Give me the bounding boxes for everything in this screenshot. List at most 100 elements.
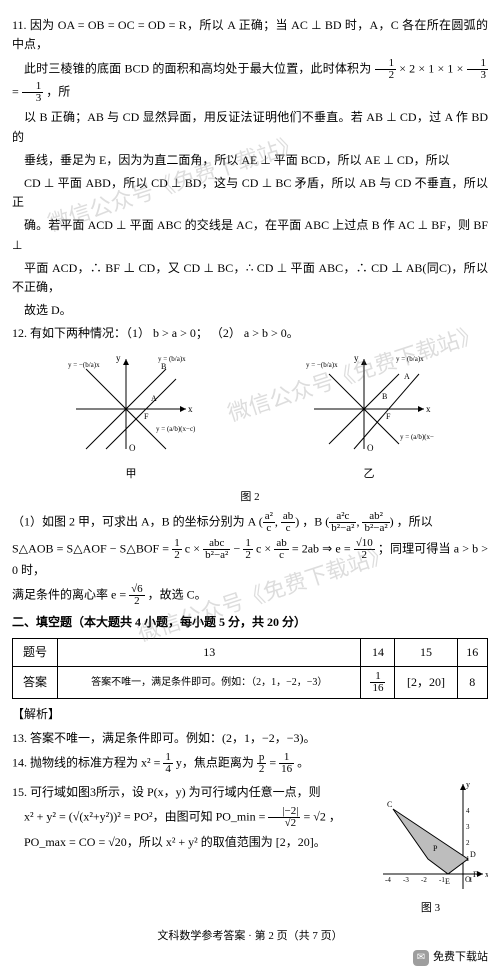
q12-p3a: 满足条件的离心率 e = <box>12 587 129 601</box>
svg-text:F: F <box>386 412 391 421</box>
svg-text:y = −(b/a)x: y = −(b/a)x <box>68 361 100 369</box>
q11-line6: 确。若平面 ACD ⊥ 平面 ABC 的交线是 AC，在平面 ABC 上过点 B… <box>12 216 488 254</box>
q14-f2: p2 <box>257 752 267 775</box>
A-y: abc <box>281 511 295 534</box>
q15-l3b: ，所以 x² + y² 的取值范围为 [2，20]。 <box>127 835 326 849</box>
figcap3: 图 3 <box>373 900 488 918</box>
sqrtxy: √(x²+y²) <box>73 809 114 823</box>
svg-text:4: 4 <box>466 807 470 815</box>
B-x: a²cb²−a² <box>329 511 356 534</box>
q12-p1c: ，所以 <box>397 514 433 528</box>
section2-title: 二、填空题（本大题共 4 小题，每小题 5 分，共 20 分） <box>12 613 488 632</box>
svg-text:y = (b/a)x: y = (b/a)x <box>396 355 424 363</box>
page-footer: 文科数学参考答案 · 第 2 页（共 7 页） <box>12 928 488 946</box>
q12-Sb: = 2ab ⇒ e = <box>292 541 354 555</box>
footer-signature: ✉ 免费下载站 <box>12 949 488 967</box>
svg-text:x: x <box>188 404 193 414</box>
footsig-text: 免费下载站 <box>433 949 488 967</box>
th-num: 题号 <box>13 639 58 667</box>
q11-line5: CD ⊥ 平面 ABD，所以 CD ⊥ BD，这与 CD ⊥ BC 矛盾，所以 … <box>12 174 488 212</box>
q11-line7: 平面 ACD，∴ BF ⊥ CD，又 CD ⊥ BC，∴ CD ⊥ 平面 ABC… <box>12 259 488 297</box>
q11-line2: 此时三棱锥的底面 BCD 的面积和高均处于最大位置，此时体积为 12 × 2 ×… <box>12 58 488 104</box>
jiexi-label: 【解析】 <box>12 705 488 724</box>
e2: √62 <box>129 584 145 607</box>
figure3: x y O C D E P F -4 -3 -2 -1 1 1 2 3 4 图 … <box>373 779 488 918</box>
svg-text:y = (a/b)(x−c): y = (a/b)(x−c) <box>156 425 196 433</box>
q11-vol: × 2 × 1 × 1 × <box>399 62 466 76</box>
S-f1: abcb²−a² <box>203 538 230 561</box>
sqrt2: √2 <box>313 809 326 823</box>
q15-l3a: PO_max = CO = <box>24 835 108 849</box>
svg-text:E: E <box>445 877 450 886</box>
svg-text:1: 1 <box>469 876 473 884</box>
e1: √102 <box>354 538 375 561</box>
svg-text:A: A <box>404 372 410 381</box>
svg-text:F: F <box>144 412 149 421</box>
q12-p1a: （1）如图 2 甲，可求出 A，B 的坐标分别为 A <box>12 514 256 528</box>
q12-lead: 12. 有如下两种情况：（1） b > a > 0； （2） a > b > 0… <box>12 324 488 343</box>
q12-Sline: S△AOB = S△AOF − S△BOF = 12 c × abcb²−a² … <box>12 538 488 580</box>
svg-text:y: y <box>354 353 359 363</box>
q11-line8: 故选 D。 <box>12 301 488 320</box>
td-16: 8 <box>457 667 487 699</box>
svg-text:C: C <box>387 800 392 809</box>
q13-line: 13. 答案不唯一，满足条件即可。例如：(2，1，−2，−3)。 <box>12 729 488 748</box>
axes-jia: O x y B A F y = (b/a)x y = −(b/a)x y = (… <box>66 349 196 459</box>
q11-line1: 11. 因为 OA = OB = OC = OD = R，所以 A 正确；当 A… <box>12 16 488 54</box>
th-15: 15 <box>395 639 457 667</box>
q12-p3b: ，故选 C。 <box>148 587 207 601</box>
wechat-icon: ✉ <box>413 950 429 966</box>
q11-p1: 因为 OA = OB = OC = OD = R，所以 A 正确；当 AC ⊥ … <box>12 18 488 51</box>
sqrt20: √20 <box>108 835 127 849</box>
q14-f3: 116 <box>279 752 294 775</box>
axes-yi: O x y A B F y = (b/a)x y = −(b/a)x y = (… <box>304 349 434 459</box>
svg-text:F: F <box>473 870 478 879</box>
B-y: ab²b²−a² <box>362 511 389 534</box>
svg-text:y: y <box>466 780 470 789</box>
svg-text:D: D <box>470 850 476 859</box>
S-half1: 12 <box>172 538 182 561</box>
svg-text:O: O <box>367 443 374 453</box>
answer-table: 题号 13 14 15 16 答案 答案不唯一，满足条件即可。例如：（2，1，−… <box>12 638 488 699</box>
th-16: 16 <box>457 639 487 667</box>
svg-text:y = (b/a)x: y = (b/a)x <box>158 355 186 363</box>
figure-jia: O x y B A F y = (b/a)x y = −(b/a)x y = (… <box>66 349 196 483</box>
q12-p3: 满足条件的离心率 e = √62 ，故选 C。 <box>12 584 488 607</box>
q12-p1b: ，B <box>302 514 322 528</box>
td-14: 116 <box>361 667 395 699</box>
figcap-jia: 甲 <box>66 466 196 484</box>
svg-text:y = (a/b)(x−c): y = (a/b)(x−c) <box>400 433 434 441</box>
A-x: a²c <box>263 511 275 534</box>
td-ans: 答案 <box>13 667 58 699</box>
q15-block: x y O C D E P F -4 -3 -2 -1 1 1 2 3 4 图 … <box>12 779 488 918</box>
q14-line: 14. 抛物线的标准方程为 x² = 14 y，焦点距离为 p2 = 116 。 <box>12 752 488 775</box>
frac-res: 13 <box>22 81 44 104</box>
svg-text:O: O <box>129 443 136 453</box>
svg-text:-4: -4 <box>385 876 391 884</box>
q12-p1: （1）如图 2 甲，可求出 A，B 的坐标分别为 A (a²c, abc) ，B… <box>12 511 488 534</box>
q15-l2c: = <box>303 809 313 823</box>
frac-third: 13 <box>467 58 489 81</box>
svg-text:x: x <box>485 870 488 879</box>
svg-text:B: B <box>161 362 166 371</box>
svg-text:-2: -2 <box>421 876 427 884</box>
table-row: 题号 13 14 15 16 <box>13 639 488 667</box>
table-row: 答案 答案不唯一，满足条件即可。例如：（2，1，−2，−3） 116 [2，20… <box>13 667 488 699</box>
q11-line3: 以 B 正确；AB 与 CD 显然异面，用反证法证明他们不垂直。若 AB ⊥ C… <box>12 108 488 146</box>
td-13: 答案不唯一，满足条件即可。例如：（2，1，−2，−3） <box>58 667 361 699</box>
q15-l2d: ， <box>329 809 341 823</box>
svg-text:P: P <box>433 844 438 853</box>
pomin-frac: |−2|√2 <box>268 806 300 829</box>
q11-p2t: ，所 <box>46 85 70 99</box>
svg-text:-3: -3 <box>403 876 409 884</box>
svg-text:2: 2 <box>466 839 470 847</box>
svg-text:1: 1 <box>466 855 470 863</box>
figure-row: O x y B A F y = (b/a)x y = −(b/a)x y = (… <box>12 349 488 483</box>
q14-f1: 14 <box>163 752 173 775</box>
q12-Sa: S△AOB = S△AOF − S△BOF = <box>12 541 172 555</box>
q11-line4: 垂线，垂足为 E，因为为直二面角，所以 AE ⊥ 平面 BCD，所以 AE ⊥ … <box>12 151 488 170</box>
svg-text:A: A <box>151 394 157 403</box>
q11-p2: 此时三棱锥的底面 BCD 的面积和高均处于最大位置，此时体积为 <box>24 62 371 76</box>
svg-text:-1: -1 <box>439 876 445 884</box>
th-14: 14 <box>361 639 395 667</box>
